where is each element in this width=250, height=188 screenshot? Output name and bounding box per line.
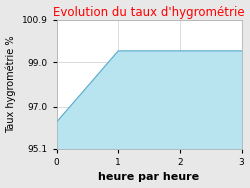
- X-axis label: heure par heure: heure par heure: [98, 172, 200, 182]
- Title: Evolution du taux d'hygrométrie: Evolution du taux d'hygrométrie: [53, 6, 245, 19]
- Y-axis label: Taux hygrométrie %: Taux hygrométrie %: [6, 36, 16, 133]
